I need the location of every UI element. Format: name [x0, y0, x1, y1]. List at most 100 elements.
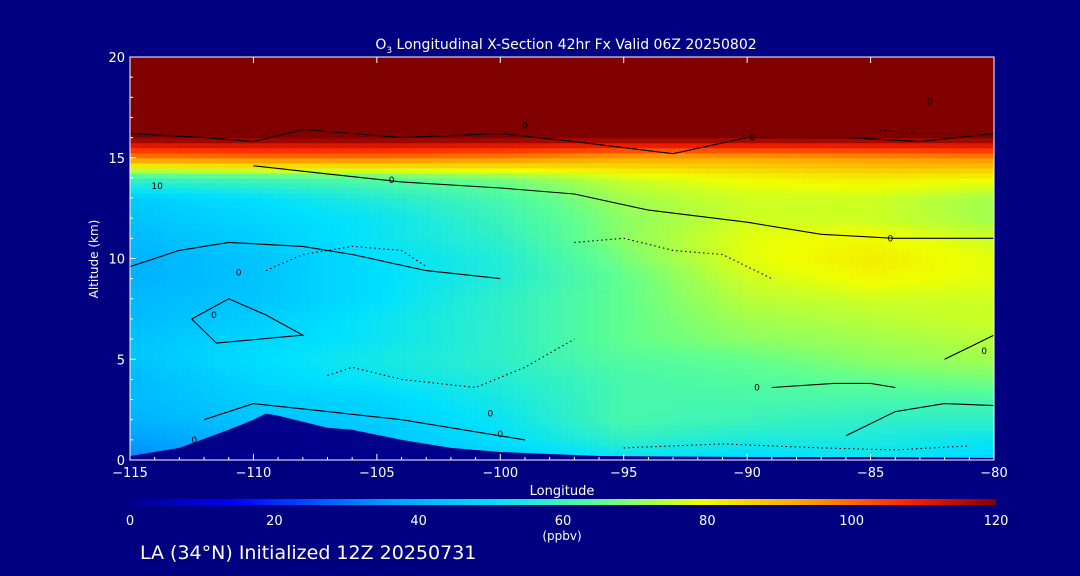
heatmap-cell	[982, 283, 994, 290]
heatmap-cell	[622, 172, 635, 179]
heatmap-cell	[598, 323, 611, 330]
heatmap-cell	[802, 182, 815, 189]
heatmap-cell	[358, 394, 371, 401]
heatmap-cell	[658, 384, 671, 391]
heatmap-cell	[754, 323, 767, 330]
heatmap-cell	[766, 233, 779, 239]
heatmap-cell	[982, 364, 994, 370]
heatmap-cell	[358, 359, 371, 365]
heatmap-cell	[802, 409, 815, 416]
heatmap-cell	[826, 364, 839, 370]
heatmap-cell	[910, 329, 923, 335]
heatmap-cell	[262, 208, 275, 214]
heatmap-cell	[826, 263, 839, 270]
heatmap-cell	[322, 419, 335, 426]
heatmap-cell	[718, 334, 731, 340]
heatmap-cell	[622, 298, 635, 305]
heatmap-cell	[766, 137, 779, 144]
heatmap-cell	[910, 414, 923, 421]
heatmap-cell	[910, 344, 923, 350]
heatmap-cell	[418, 394, 431, 401]
heatmap-cell	[718, 238, 731, 244]
heatmap-cell	[406, 414, 419, 421]
heatmap-cell	[946, 449, 959, 456]
heatmap-cell	[658, 424, 671, 431]
heatmap-cell	[910, 228, 923, 234]
heatmap-cell	[682, 127, 695, 134]
heatmap-cell	[178, 162, 191, 169]
heatmap-cell	[682, 374, 695, 380]
heatmap-cell	[346, 384, 359, 391]
heatmap-cell	[226, 354, 239, 360]
heatmap-cell	[526, 253, 539, 260]
heatmap-cell	[742, 384, 755, 391]
heatmap-cell	[130, 298, 143, 305]
heatmap-cell	[238, 263, 251, 270]
heatmap-cell	[310, 137, 323, 144]
heatmap-cell	[622, 394, 635, 401]
heatmap-cell	[286, 117, 299, 124]
heatmap-cell	[154, 339, 167, 345]
heatmap-cell	[610, 182, 623, 189]
heatmap-cell	[646, 419, 659, 426]
heatmap-cell	[802, 298, 815, 305]
heatmap-cell	[766, 329, 779, 335]
heatmap-cell	[658, 182, 671, 189]
heatmap-cell	[370, 394, 383, 401]
heatmap-cell	[274, 379, 287, 386]
heatmap-cell	[646, 313, 659, 320]
heatmap-cell	[502, 167, 515, 174]
heatmap-cell	[502, 329, 515, 335]
heatmap-cell	[766, 374, 779, 380]
heatmap-cell	[826, 253, 839, 260]
heatmap-cell	[982, 273, 994, 280]
heatmap-cell	[634, 223, 647, 229]
heatmap-cell	[538, 308, 551, 315]
heatmap-cell	[898, 112, 911, 119]
heatmap-cell	[982, 288, 994, 295]
heatmap-cell	[658, 203, 671, 209]
heatmap-cell	[142, 213, 155, 219]
heatmap-cell	[550, 313, 563, 320]
heatmap-cell	[250, 394, 263, 401]
heatmap-cell	[694, 308, 707, 315]
heatmap-cell	[862, 243, 875, 250]
heatmap-cell	[298, 263, 311, 270]
heatmap-cell	[298, 182, 311, 189]
heatmap-cell	[130, 208, 143, 214]
heatmap-cell	[370, 349, 383, 355]
heatmap-cell	[490, 354, 503, 360]
heatmap-cell	[370, 359, 383, 365]
heatmap-cell	[730, 329, 743, 335]
heatmap-cell	[394, 349, 407, 355]
heatmap-cell	[490, 323, 503, 330]
heatmap-cell	[922, 344, 935, 350]
heatmap-cell	[130, 213, 143, 219]
heatmap-cell	[178, 298, 191, 305]
heatmap-cell	[790, 248, 803, 255]
heatmap-cell	[886, 293, 899, 300]
heatmap-cell	[730, 288, 743, 295]
heatmap-cell	[466, 384, 479, 391]
heatmap-cell	[190, 414, 203, 421]
heatmap-cell	[430, 318, 443, 325]
heatmap-cell	[730, 253, 743, 260]
heatmap-cell	[682, 253, 695, 260]
heatmap-cell	[202, 122, 215, 129]
heatmap-cell	[946, 273, 959, 280]
heatmap-cell	[178, 419, 191, 426]
heatmap-cell	[694, 248, 707, 255]
heatmap-cell	[262, 127, 275, 134]
heatmap-cell	[298, 253, 311, 260]
heatmap-cell	[202, 177, 215, 184]
heatmap-cell	[754, 384, 767, 391]
heatmap-cell	[694, 112, 707, 119]
heatmap-cell	[178, 323, 191, 330]
heatmap-cell	[310, 198, 323, 204]
heatmap-cell	[850, 248, 863, 255]
heatmap-cell	[526, 152, 539, 159]
heatmap-cell	[682, 434, 695, 441]
heatmap-cell	[754, 127, 767, 134]
heatmap-cell	[946, 404, 959, 411]
heatmap-cell	[406, 233, 419, 239]
